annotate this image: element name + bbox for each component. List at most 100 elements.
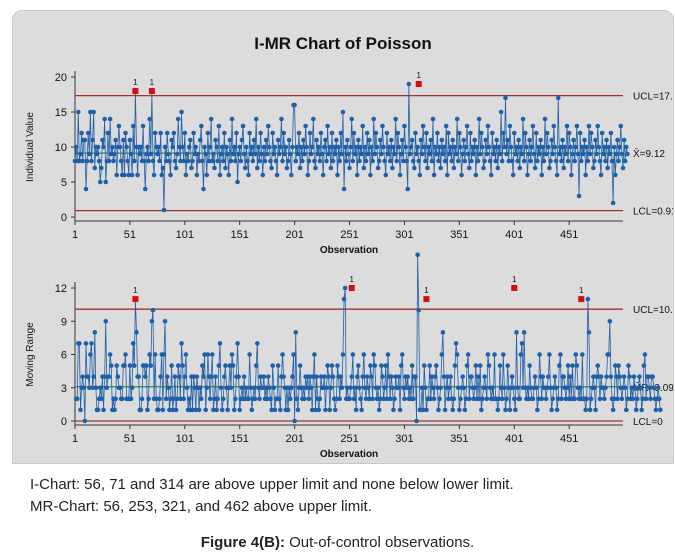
data-point (615, 137, 620, 143)
data-point (573, 352, 579, 357)
data-point (404, 158, 409, 164)
data-point (218, 151, 224, 157)
data-point (402, 396, 407, 402)
data-point (367, 137, 372, 143)
data-point (496, 144, 502, 150)
data-point (337, 396, 342, 402)
data-point (218, 385, 224, 391)
data-point (170, 407, 176, 413)
data-point (593, 137, 598, 143)
data-point (542, 116, 548, 122)
data-point (332, 407, 338, 413)
data-point (533, 130, 539, 136)
data-point (228, 385, 234, 391)
data-point (103, 318, 109, 324)
data-point (365, 385, 371, 391)
data-point (361, 352, 367, 357)
data-point (314, 137, 319, 143)
data-point (320, 385, 326, 391)
data-point (537, 151, 542, 157)
data-point (509, 158, 515, 164)
data-point (429, 158, 435, 164)
data-point (222, 374, 227, 379)
data-point (309, 144, 315, 150)
data-point (168, 172, 173, 178)
data-point (359, 151, 364, 157)
x-tick-label: 301 (395, 433, 413, 445)
data-point (169, 363, 174, 368)
data-point (172, 158, 178, 164)
data-point (375, 165, 381, 171)
data-point (272, 407, 278, 413)
data-point (591, 165, 596, 171)
data-point (505, 363, 510, 368)
data-point (468, 130, 473, 136)
data-point (561, 165, 566, 171)
data-point (157, 158, 162, 164)
data-point (241, 374, 247, 379)
data-point (134, 330, 139, 335)
data-point (112, 151, 117, 157)
data-point (196, 407, 202, 413)
y-axis-label: Moving Range (25, 322, 36, 387)
x-tick-label: 201 (285, 229, 303, 241)
data-point (156, 407, 161, 413)
data-point (230, 151, 236, 157)
data-point (82, 137, 88, 143)
data-point (302, 151, 307, 157)
data-point (539, 172, 545, 178)
data-point (318, 130, 324, 136)
data-point (247, 130, 252, 136)
data-point (461, 137, 467, 143)
data-point (387, 396, 393, 402)
data-point (453, 341, 459, 346)
data-point (471, 151, 476, 157)
data-point (211, 151, 216, 157)
data-point (626, 363, 631, 368)
data-point (548, 158, 553, 164)
x-tick-label: 401 (505, 229, 523, 241)
data-point (348, 144, 353, 150)
data-point (379, 363, 384, 368)
data-point (327, 407, 333, 413)
data-point (104, 385, 110, 391)
data-point (460, 151, 465, 157)
data-point (647, 385, 652, 391)
data-point (501, 352, 506, 357)
data-point (107, 352, 113, 357)
data-point (265, 374, 271, 379)
data-point (546, 374, 551, 379)
data-point (236, 151, 241, 157)
data-point (338, 130, 344, 136)
data-point (171, 130, 177, 136)
data-point (345, 137, 350, 143)
data-point (226, 172, 232, 178)
data-point (582, 137, 587, 143)
data-point (503, 95, 508, 101)
data-point (442, 158, 448, 164)
data-point (258, 374, 263, 379)
out-of-control-point (578, 296, 585, 303)
data-point (384, 396, 390, 402)
data-point (549, 407, 554, 413)
out-of-control-point (348, 285, 355, 291)
data-point (447, 151, 452, 157)
data-point (530, 396, 536, 402)
x-tick-label: 251 (340, 433, 358, 445)
data-point (293, 330, 299, 335)
data-point (391, 144, 396, 150)
data-point (587, 151, 593, 157)
data-point (583, 407, 588, 413)
data-point (219, 407, 225, 413)
x-tick-label: 351 (450, 229, 468, 241)
data-point (658, 407, 663, 413)
data-point (416, 158, 422, 164)
data-point (144, 151, 149, 157)
x-axis-label: Observation (320, 245, 378, 256)
data-point (242, 165, 248, 171)
out-of-control-label: 1 (150, 78, 155, 87)
data-point (394, 158, 400, 164)
data-point (473, 172, 479, 178)
x-tick-label: 151 (231, 229, 249, 241)
data-point (510, 385, 516, 391)
